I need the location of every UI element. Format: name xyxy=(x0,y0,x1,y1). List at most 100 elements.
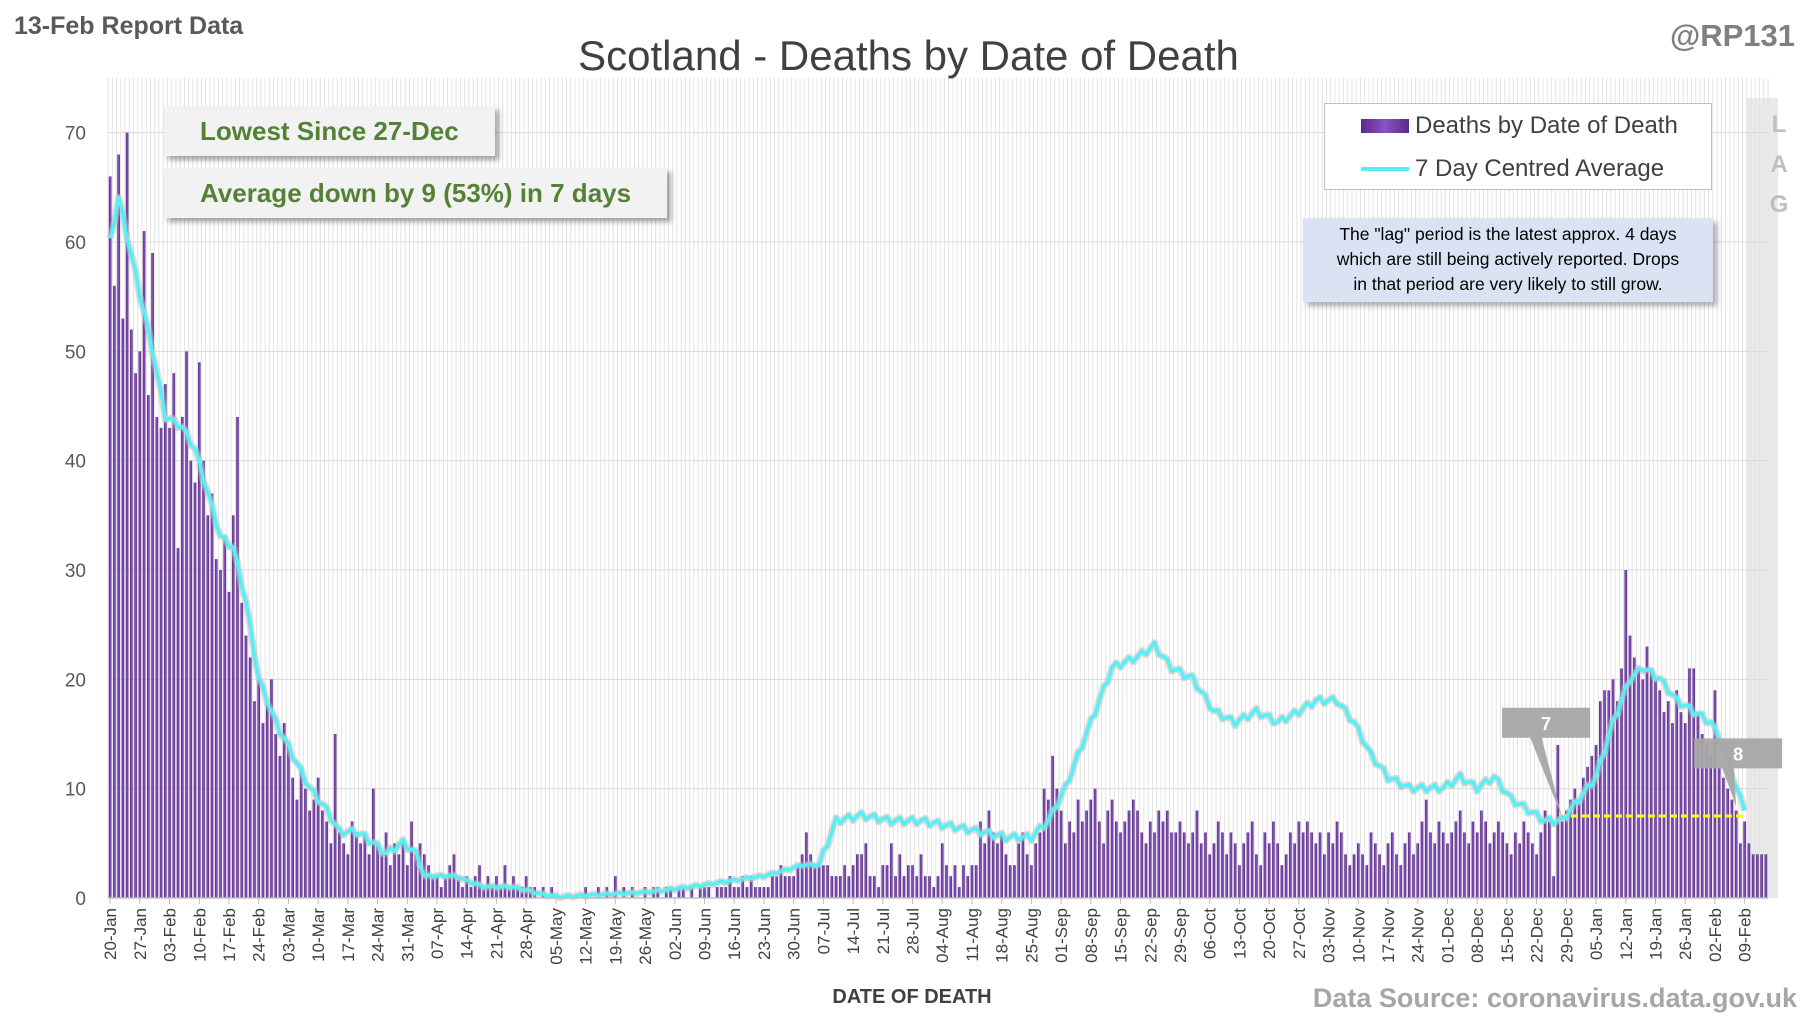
bar xyxy=(860,854,863,898)
bar xyxy=(851,865,855,898)
bar xyxy=(1127,810,1131,898)
bar xyxy=(1582,777,1585,898)
x-tick-label: 06-Oct xyxy=(1201,908,1220,959)
bar xyxy=(1671,723,1674,898)
bar xyxy=(957,887,961,898)
bar xyxy=(427,865,430,898)
bar xyxy=(690,887,694,898)
bar xyxy=(1170,832,1173,898)
bar xyxy=(185,351,188,898)
bar xyxy=(1259,865,1262,898)
bar xyxy=(1051,755,1054,898)
bar xyxy=(1356,843,1360,898)
lag-note: The "lag" period is the latest approx. 4… xyxy=(1303,218,1713,302)
bar xyxy=(889,843,893,898)
bar xyxy=(826,865,829,898)
bar xyxy=(1021,832,1025,898)
bar xyxy=(1441,832,1445,898)
bar xyxy=(346,854,350,898)
bar xyxy=(1764,854,1768,898)
bar xyxy=(715,887,719,898)
bar xyxy=(1148,821,1152,898)
bar xyxy=(1365,865,1369,898)
bar xyxy=(1208,854,1212,898)
bar xyxy=(414,854,418,898)
x-tick-label: 24-Nov xyxy=(1409,908,1428,963)
bar xyxy=(894,876,897,898)
bar xyxy=(945,865,948,898)
bar xyxy=(707,887,711,898)
bar xyxy=(902,876,906,898)
bar xyxy=(223,537,227,898)
bar xyxy=(1603,690,1606,898)
bar xyxy=(155,416,159,898)
bar xyxy=(1008,865,1012,898)
x-tick-label: 23-Jun xyxy=(755,908,774,960)
lag-letter-l: L xyxy=(1771,111,1787,138)
bar xyxy=(856,854,859,898)
x-tick-label: 09-Jun xyxy=(695,908,714,960)
bar xyxy=(1683,723,1687,898)
bar xyxy=(1407,832,1411,898)
data-source: Data Source: coronavirus.data.gov.uk xyxy=(1312,983,1797,1013)
bar xyxy=(384,832,388,898)
bar xyxy=(1424,799,1428,898)
bar xyxy=(1569,799,1572,898)
bar xyxy=(125,132,129,898)
value-marker: 8 xyxy=(1694,738,1783,807)
bar xyxy=(1140,832,1144,898)
lag-note-line-2: which are still being actively reported.… xyxy=(1336,249,1680,269)
bar xyxy=(1641,679,1645,898)
bar xyxy=(1199,843,1203,898)
bar xyxy=(350,821,354,898)
x-tick-label: 03-Nov xyxy=(1320,908,1339,963)
x-tick-label: 19-Jan xyxy=(1646,908,1665,960)
bar xyxy=(490,887,494,898)
x-tick-label: 15-Sep xyxy=(1112,908,1131,963)
x-tick-label: 20-Jan xyxy=(101,908,120,960)
x-tick-label: 25-Aug xyxy=(1022,908,1041,963)
bar xyxy=(1586,766,1589,898)
x-tick-label: 29-Sep xyxy=(1171,908,1190,963)
value-marker-label: 8 xyxy=(1733,744,1743,764)
bar xyxy=(1348,865,1352,898)
bar xyxy=(1238,865,1241,898)
bar xyxy=(1535,854,1538,898)
bar xyxy=(1093,788,1097,898)
bar xyxy=(822,865,825,898)
bar xyxy=(813,865,817,898)
x-tick-label: 28-Apr xyxy=(517,908,536,959)
bar xyxy=(1403,843,1407,898)
bar xyxy=(338,832,341,898)
bar xyxy=(1475,832,1479,898)
bar xyxy=(1700,734,1704,898)
x-tick-label: 24-Mar xyxy=(369,908,388,962)
bar xyxy=(783,876,787,898)
bar xyxy=(1654,679,1657,898)
bar xyxy=(1004,854,1008,898)
bar xyxy=(299,766,303,898)
bar xyxy=(1034,843,1037,898)
bar xyxy=(584,887,587,898)
bar xyxy=(151,252,154,898)
bar xyxy=(1178,821,1182,898)
bar xyxy=(1518,843,1521,898)
bar xyxy=(287,744,290,898)
bar xyxy=(830,876,834,898)
bar xyxy=(1429,832,1432,898)
bar xyxy=(1373,843,1377,898)
x-tick-label: 10-Nov xyxy=(1349,908,1368,963)
bar xyxy=(291,777,294,898)
y-tick-label: 40 xyxy=(65,452,86,473)
bar xyxy=(1276,843,1279,898)
value-marker-label: 7 xyxy=(1541,714,1551,734)
bar xyxy=(172,373,176,898)
bar xyxy=(1323,854,1326,898)
bar xyxy=(482,887,486,898)
bar xyxy=(1272,821,1275,898)
bar xyxy=(376,843,379,898)
bar xyxy=(240,602,244,898)
bar xyxy=(1386,843,1390,898)
bar xyxy=(1318,832,1322,898)
bar xyxy=(231,515,235,898)
